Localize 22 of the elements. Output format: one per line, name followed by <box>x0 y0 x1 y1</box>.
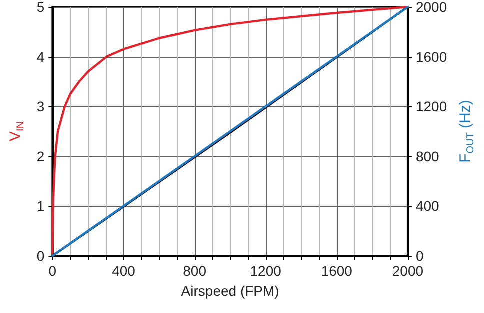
x-tick-label: 1200 <box>250 263 282 279</box>
y-tick-label: 4 <box>36 48 45 65</box>
y2-tick-label: 800 <box>416 148 440 164</box>
y2-tick-label: 0 <box>416 248 424 264</box>
y2-tick-label: 1600 <box>416 48 448 65</box>
x-axis-title: Airspeed (FPM) <box>181 283 280 299</box>
y-axis-title: VIN <box>7 122 26 142</box>
y2-axis-title: FOUT (Hz) <box>457 100 476 163</box>
y-tick-label: 5 <box>36 0 45 15</box>
line-series <box>52 6 410 258</box>
y-tick-label: 0 <box>36 248 45 264</box>
x-tick-label: 400 <box>112 263 136 279</box>
y-tick-label: 2 <box>36 148 45 164</box>
y2-tick-label: 400 <box>416 198 440 214</box>
y-tick-label: 1 <box>36 198 45 214</box>
y2-tick-label: 1200 <box>416 98 448 115</box>
x-tick-label: 800 <box>183 263 207 279</box>
x-tick-label: 1600 <box>321 263 353 279</box>
y-tick-label: 3 <box>36 98 45 115</box>
x-tick-label: 0 <box>48 263 57 279</box>
x-tick-label: 2000 <box>392 263 424 279</box>
y2-tick-label: 2000 <box>416 0 448 15</box>
